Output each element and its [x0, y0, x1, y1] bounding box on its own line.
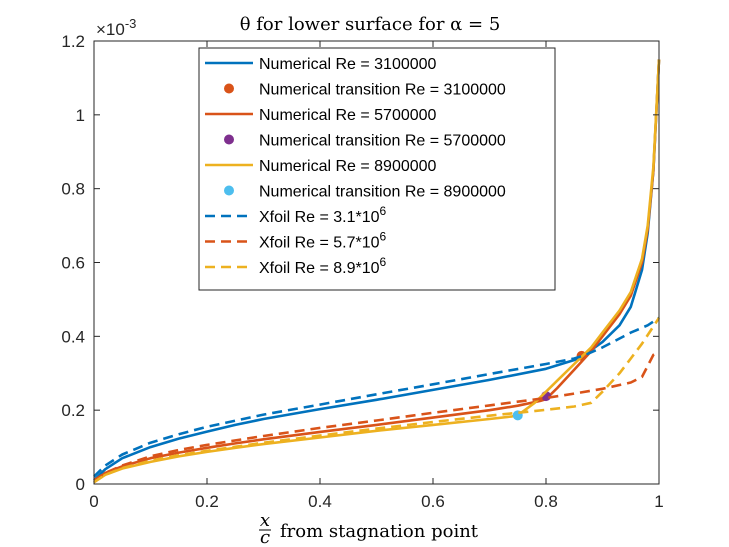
plot-area — [93, 59, 661, 484]
numerical-line-0 — [93, 59, 661, 482]
y-exponent-base: ×10 — [96, 20, 125, 39]
legend-marker — [224, 134, 234, 145]
legend-label: Numerical Re = 8900000 — [259, 158, 437, 175]
ticks: 0 0.2 0.4 0.6 0.8 1 0 0.2 0.4 0.6 0.8 1 1.2 — [61, 32, 663, 511]
x-tick-label: 0 — [89, 492, 98, 511]
xfoil-line-8 — [93, 317, 661, 484]
legend-label: Xfoil Re = 3.1*106 — [259, 204, 387, 226]
y-tick-label: 1 — [76, 106, 85, 125]
y-tick-label: 1.2 — [61, 32, 85, 51]
y-tick-label: 0.8 — [61, 180, 85, 199]
legend-label: Xfoil Re = 5.7*106 — [259, 230, 387, 252]
x-tick-label: 1 — [654, 492, 663, 511]
x-tick-label: 0.6 — [421, 492, 445, 511]
x-label-text: from stagnation point — [280, 521, 479, 542]
x-axis-label: x c from stagnation point — [259, 510, 479, 547]
y-exponent-label: ×10-3 — [96, 16, 136, 39]
legend-box — [198, 47, 556, 291]
xfoil-line-7 — [93, 350, 660, 482]
legend-label: Numerical transition Re = 8900000 — [259, 184, 506, 201]
legend: Numerical Re = 3100000 Numerical transiti… — [198, 47, 556, 291]
legend-marker — [224, 185, 234, 196]
legend-label: Numerical transition Re = 5700000 — [259, 133, 506, 150]
y-tick-label: 0.4 — [61, 327, 85, 346]
chart-title: θ for lower surface for α = 5 — [240, 14, 501, 35]
legend-label: Numerical Re = 3100000 — [259, 56, 437, 73]
xfoil-line-6 — [93, 316, 660, 478]
x-label-numerator: x — [260, 510, 270, 531]
y-tick-label: 0.2 — [61, 401, 85, 420]
legend-marker — [224, 83, 234, 94]
x-tick-label: 0.4 — [308, 492, 332, 511]
x-label-denominator: c — [260, 527, 270, 547]
x-tick-label: 0.2 — [195, 492, 219, 511]
x-tick-label: 0.8 — [534, 492, 558, 511]
legend-label: Numerical transition Re = 3100000 — [259, 82, 506, 99]
y-tick-label: 0 — [76, 475, 85, 494]
y-exponent-power: -3 — [125, 16, 137, 31]
y-tick-label: 0.6 — [61, 254, 85, 273]
legend-label: Numerical Re = 5700000 — [259, 107, 437, 124]
numerical-line-2 — [93, 59, 661, 484]
legend-label: Xfoil Re = 8.9*106 — [259, 255, 387, 277]
